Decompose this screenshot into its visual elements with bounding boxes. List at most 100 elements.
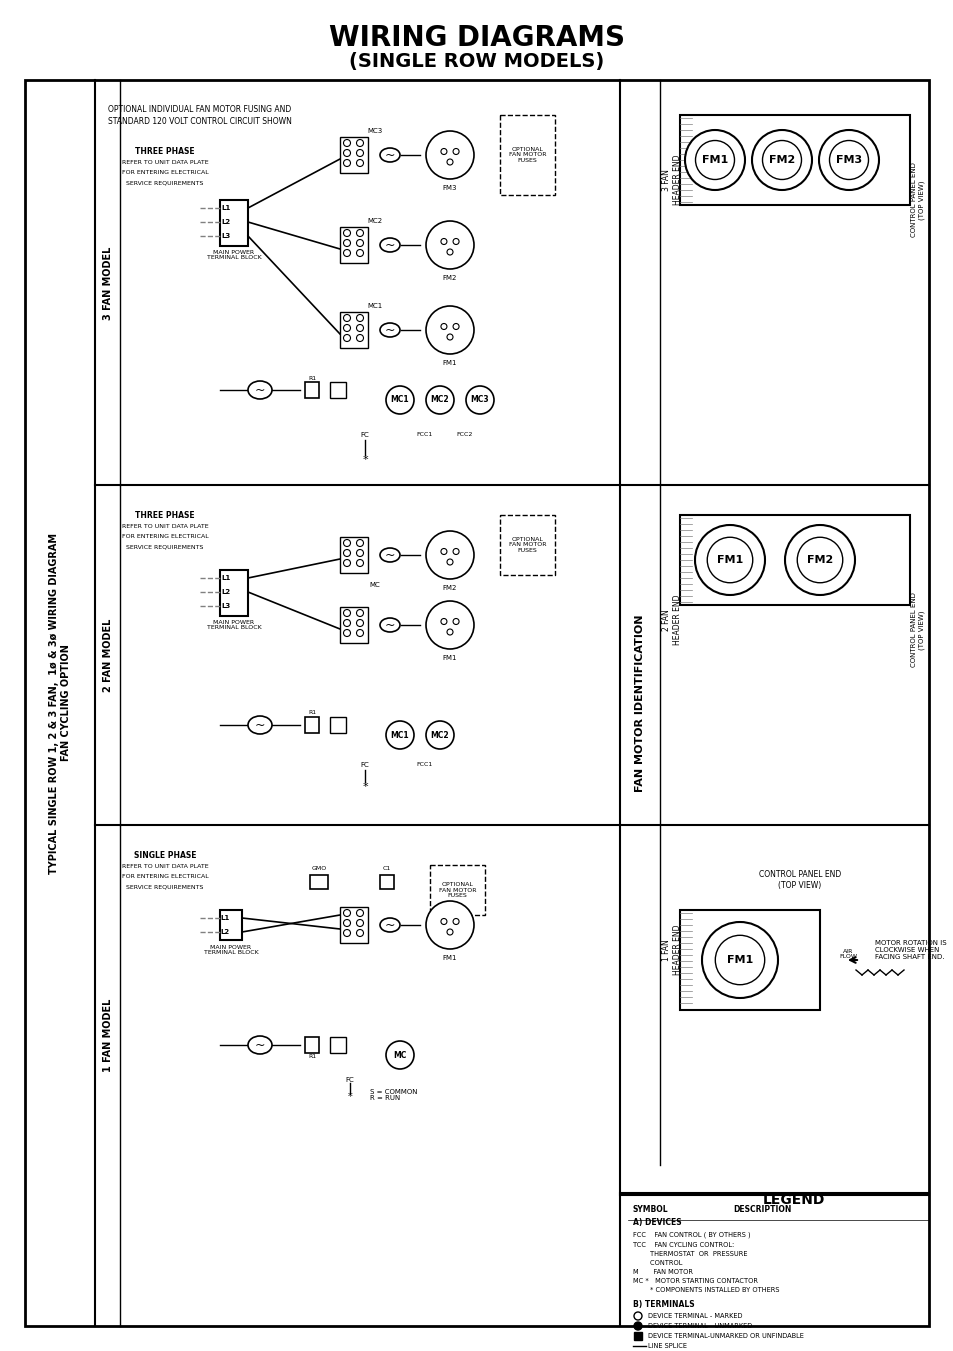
Circle shape (426, 601, 474, 648)
Circle shape (356, 239, 363, 246)
Circle shape (447, 929, 453, 935)
Text: FM2: FM2 (768, 155, 794, 165)
Circle shape (356, 159, 363, 166)
Text: SERVICE REQUIREMENTS: SERVICE REQUIREMENTS (126, 544, 204, 550)
Circle shape (447, 159, 453, 165)
Circle shape (343, 539, 350, 547)
Text: *: * (362, 455, 368, 465)
Circle shape (684, 130, 744, 190)
Bar (330, 382, 346, 399)
Text: DEVICE TERMINAL - UNMARKED: DEVICE TERMINAL - UNMARKED (647, 1323, 752, 1329)
Circle shape (343, 929, 350, 936)
Text: TCC    FAN CYCLING CONTROL:: TCC FAN CYCLING CONTROL: (633, 1242, 734, 1248)
Text: 3 FAN MODEL: 3 FAN MODEL (103, 246, 112, 320)
Circle shape (695, 141, 734, 180)
Text: ~: ~ (384, 619, 395, 631)
Circle shape (426, 222, 474, 269)
Circle shape (634, 1312, 641, 1320)
Bar (330, 717, 346, 734)
Text: DEVICE TERMINAL - MARKED: DEVICE TERMINAL - MARKED (647, 1313, 741, 1319)
Text: FC: FC (360, 432, 369, 438)
Circle shape (715, 935, 764, 985)
Circle shape (356, 929, 363, 936)
Circle shape (440, 239, 446, 245)
Text: FM1: FM1 (701, 155, 727, 165)
Circle shape (343, 139, 350, 146)
Text: L1: L1 (221, 205, 231, 211)
Text: FM1: FM1 (716, 555, 742, 565)
Circle shape (701, 921, 778, 998)
Circle shape (695, 526, 764, 594)
Bar (305, 717, 318, 734)
Text: 2 FAN MODEL: 2 FAN MODEL (103, 619, 112, 692)
Text: 3 FAN
HEADER END: 3 FAN HEADER END (661, 155, 681, 205)
Text: L2: L2 (221, 589, 231, 594)
Text: L3: L3 (221, 603, 231, 609)
Circle shape (356, 920, 363, 927)
Text: FCC1: FCC1 (416, 762, 433, 767)
Ellipse shape (379, 549, 399, 562)
Circle shape (784, 526, 854, 594)
Ellipse shape (248, 1036, 272, 1054)
Text: MC: MC (369, 582, 380, 588)
Text: R1: R1 (308, 1055, 315, 1059)
Text: FCC    FAN CONTROL ( BY OTHERS ): FCC FAN CONTROL ( BY OTHERS ) (633, 1232, 750, 1239)
Text: FCC2: FCC2 (456, 432, 473, 438)
Text: ~: ~ (384, 239, 395, 251)
Bar (339, 312, 368, 349)
Bar (220, 911, 242, 940)
Text: MAIN POWER
TERMINAL BLOCK: MAIN POWER TERMINAL BLOCK (207, 250, 261, 261)
Circle shape (343, 324, 350, 331)
Circle shape (356, 609, 363, 616)
Text: STANDARD 120 VOLT CONTROL CIRCUIT SHOWN: STANDARD 120 VOLT CONTROL CIRCUIT SHOWN (108, 118, 292, 127)
Circle shape (343, 920, 350, 927)
Circle shape (453, 239, 458, 245)
Text: CONTROL PANEL END
(TOP VIEW): CONTROL PANEL END (TOP VIEW) (910, 593, 923, 667)
Circle shape (440, 149, 446, 154)
Circle shape (440, 323, 446, 330)
Text: MC2: MC2 (367, 218, 382, 224)
Text: FCC1: FCC1 (416, 432, 433, 438)
Text: SERVICE REQUIREMENTS: SERVICE REQUIREMENTS (126, 181, 204, 185)
Text: FM1: FM1 (442, 359, 456, 366)
Bar (499, 115, 555, 195)
Bar (339, 907, 368, 943)
Text: FOR ENTERING ELECTRICAL: FOR ENTERING ELECTRICAL (121, 535, 208, 539)
Circle shape (343, 335, 350, 342)
Circle shape (426, 901, 474, 948)
Circle shape (343, 315, 350, 322)
Text: OPTIONAL
FAN MOTOR
FUSES: OPTIONAL FAN MOTOR FUSES (438, 882, 476, 898)
Text: FM2: FM2 (442, 585, 456, 590)
Text: MC1: MC1 (391, 396, 409, 404)
Circle shape (818, 130, 878, 190)
Circle shape (343, 239, 350, 246)
Circle shape (447, 334, 453, 340)
Circle shape (356, 324, 363, 331)
Circle shape (356, 335, 363, 342)
Circle shape (386, 721, 414, 748)
Text: B) TERMINALS: B) TERMINALS (633, 1300, 694, 1309)
Text: MC1: MC1 (367, 303, 382, 309)
Circle shape (453, 619, 458, 624)
Bar (339, 227, 368, 263)
Text: FM3: FM3 (442, 185, 456, 190)
Text: * COMPONENTS INSTALLED BY OTHERS: * COMPONENTS INSTALLED BY OTHERS (633, 1288, 779, 1293)
Text: L3: L3 (221, 232, 231, 239)
Text: FM2: FM2 (442, 276, 456, 281)
Circle shape (343, 150, 350, 157)
Circle shape (761, 141, 801, 180)
Text: FM1: FM1 (442, 655, 456, 661)
Bar (679, 515, 909, 605)
Ellipse shape (379, 238, 399, 253)
Text: ~: ~ (254, 1039, 265, 1051)
Circle shape (634, 1323, 641, 1329)
Bar (679, 911, 820, 1011)
Text: REFER TO UNIT DATA PLATE: REFER TO UNIT DATA PLATE (122, 865, 208, 870)
Text: CONTROL: CONTROL (633, 1260, 681, 1266)
Text: FM1: FM1 (442, 955, 456, 961)
Bar (679, 115, 909, 205)
Text: AIR
FLOW: AIR FLOW (838, 948, 856, 959)
Text: GMO: GMO (311, 866, 326, 871)
Text: MOTOR ROTATION IS
CLOCKWISE WHEN
FACING SHAFT END.: MOTOR ROTATION IS CLOCKWISE WHEN FACING … (874, 940, 945, 961)
Circle shape (343, 250, 350, 257)
